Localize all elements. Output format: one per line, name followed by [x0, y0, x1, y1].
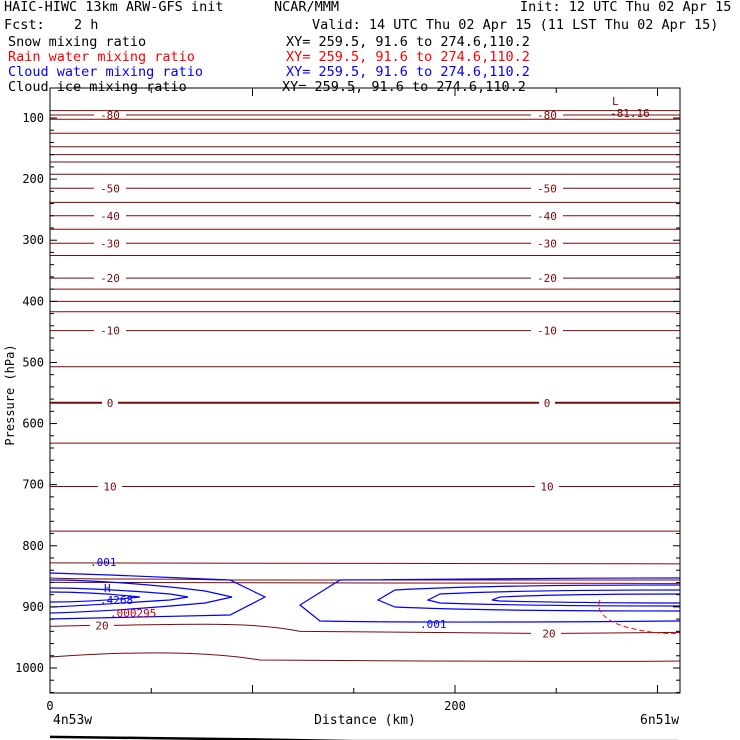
rain-contour [598, 599, 681, 634]
x-tick-label: 0 [46, 699, 53, 713]
isotherm-line [49, 581, 681, 584]
field-name-cloud-ice: Cloud ice mixing ratio [8, 79, 187, 95]
terrain-surface-line [49, 735, 678, 740]
y-tick-label: 600 [22, 417, 44, 431]
x-end-location: 6n51w [640, 713, 679, 728]
cloud-water-contours [49, 572, 681, 634]
cloud-water-contour [426, 589, 681, 607]
y-tick-label: 500 [22, 355, 44, 369]
field-xy-cloud-water: XY= 259.5, 91.6 to 274.6,110.2 [286, 64, 530, 80]
isotherm-label: -20 [100, 272, 120, 285]
isotherm-label: 20 [542, 627, 555, 640]
high-marker: H [104, 582, 111, 595]
y-tick-label: 1000 [15, 661, 44, 675]
isotherm-line [49, 577, 680, 581]
isotherm-label: 10 [540, 480, 553, 493]
field-name-cloud-water: Cloud water mixing ratio [8, 64, 204, 80]
x-axis-label: Distance (km) [314, 713, 416, 728]
organization-label: NCAR/MMM [274, 0, 340, 15]
init-time: Init: 12 UTC Thu 02 Apr 15 [520, 0, 732, 15]
cloud-water-contour [49, 587, 189, 608]
isotherm-label: -30 [537, 237, 557, 250]
isotherm-label: -40 [537, 210, 557, 223]
high-value-label: .4268 [100, 594, 133, 607]
cloud-water-contour [49, 572, 267, 620]
field-name-snow: Snow mixing ratio [8, 34, 147, 50]
field-xy-rain: XY= 259.5, 91.6 to 274.6,110.2 [286, 49, 530, 65]
y-tick-label: 200 [22, 172, 44, 186]
isotherm-line [49, 652, 681, 662]
x-start-location: 4n53w [53, 713, 92, 728]
cloud-water-contour [376, 584, 681, 612]
isotherm-label: 0 [107, 397, 114, 410]
isotherm-label: -80 [100, 109, 120, 122]
cloud-water-contour [49, 579, 233, 614]
x-tick-label: 200 [444, 699, 466, 713]
isotherm-label: -30 [100, 237, 120, 250]
cloud-water-contour [491, 593, 681, 604]
valid-time: Valid: 14 UTC Thu 02 Apr 15 (11 LST Thu … [312, 17, 719, 33]
isotherm-label: -10 [100, 325, 120, 338]
forecast-label: Fcst: [4, 17, 45, 33]
y-tick-label: 300 [22, 233, 44, 247]
isotherm-line [49, 623, 681, 634]
isotherm-label: -20 [537, 272, 557, 285]
y-tick-label: 700 [22, 478, 44, 492]
y-tick-label: 100 [22, 111, 44, 125]
isotherm-line [49, 562, 681, 565]
y-axis-label: Pressure (hPa) [3, 344, 17, 445]
isotherm-label: -50 [537, 182, 557, 195]
x-axis-ticks: 0 200 [46, 88, 658, 713]
isotherm-label: -40 [100, 210, 120, 223]
model-title: HAIC-HIWC 13km ARW-GFS init [4, 0, 224, 15]
isotherm-label: -10 [537, 325, 557, 338]
cloud-water-contour [298, 577, 681, 623]
field-xy-snow: XY= 259.5, 91.6 to 274.6,110.2 [286, 34, 530, 50]
cloud-contour-label: .001 [90, 556, 117, 569]
low-value-label: -81.16 [610, 107, 650, 120]
isotherm-label: 10 [103, 480, 116, 493]
isotherm-label: -80 [537, 109, 557, 122]
forecast-hour: 2 h [74, 17, 99, 33]
y-tick-label: 400 [22, 294, 44, 308]
terrain-line [49, 735, 678, 740]
field-name-rain: Rain water mixing ratio [8, 49, 195, 65]
plot-frame [49, 87, 681, 694]
isotherm-label: -50 [100, 182, 120, 195]
temperature-contours: -80 -80 -50 -50 -40 -40 -30 -30 -20 -20 -10 -10 0 0 10… [49, 109, 681, 662]
cloud-contour-label: .001 [420, 618, 447, 631]
field-xy-cloud-ice: XY= 259.5, 91.6 to 274.6,110.2 [282, 79, 526, 95]
isotherm-label: 20 [95, 619, 108, 632]
y-tick-label: 900 [22, 600, 44, 614]
rain-value-label: .000295 [110, 607, 156, 620]
isotherm-label: 0 [544, 397, 551, 410]
y-tick-label: 800 [22, 539, 44, 553]
cloud-water-contour [49, 591, 141, 603]
chart-labels: L-81.16 H.4268 .001 .001 .000295 [90, 95, 650, 631]
low-marker: L [612, 95, 619, 108]
